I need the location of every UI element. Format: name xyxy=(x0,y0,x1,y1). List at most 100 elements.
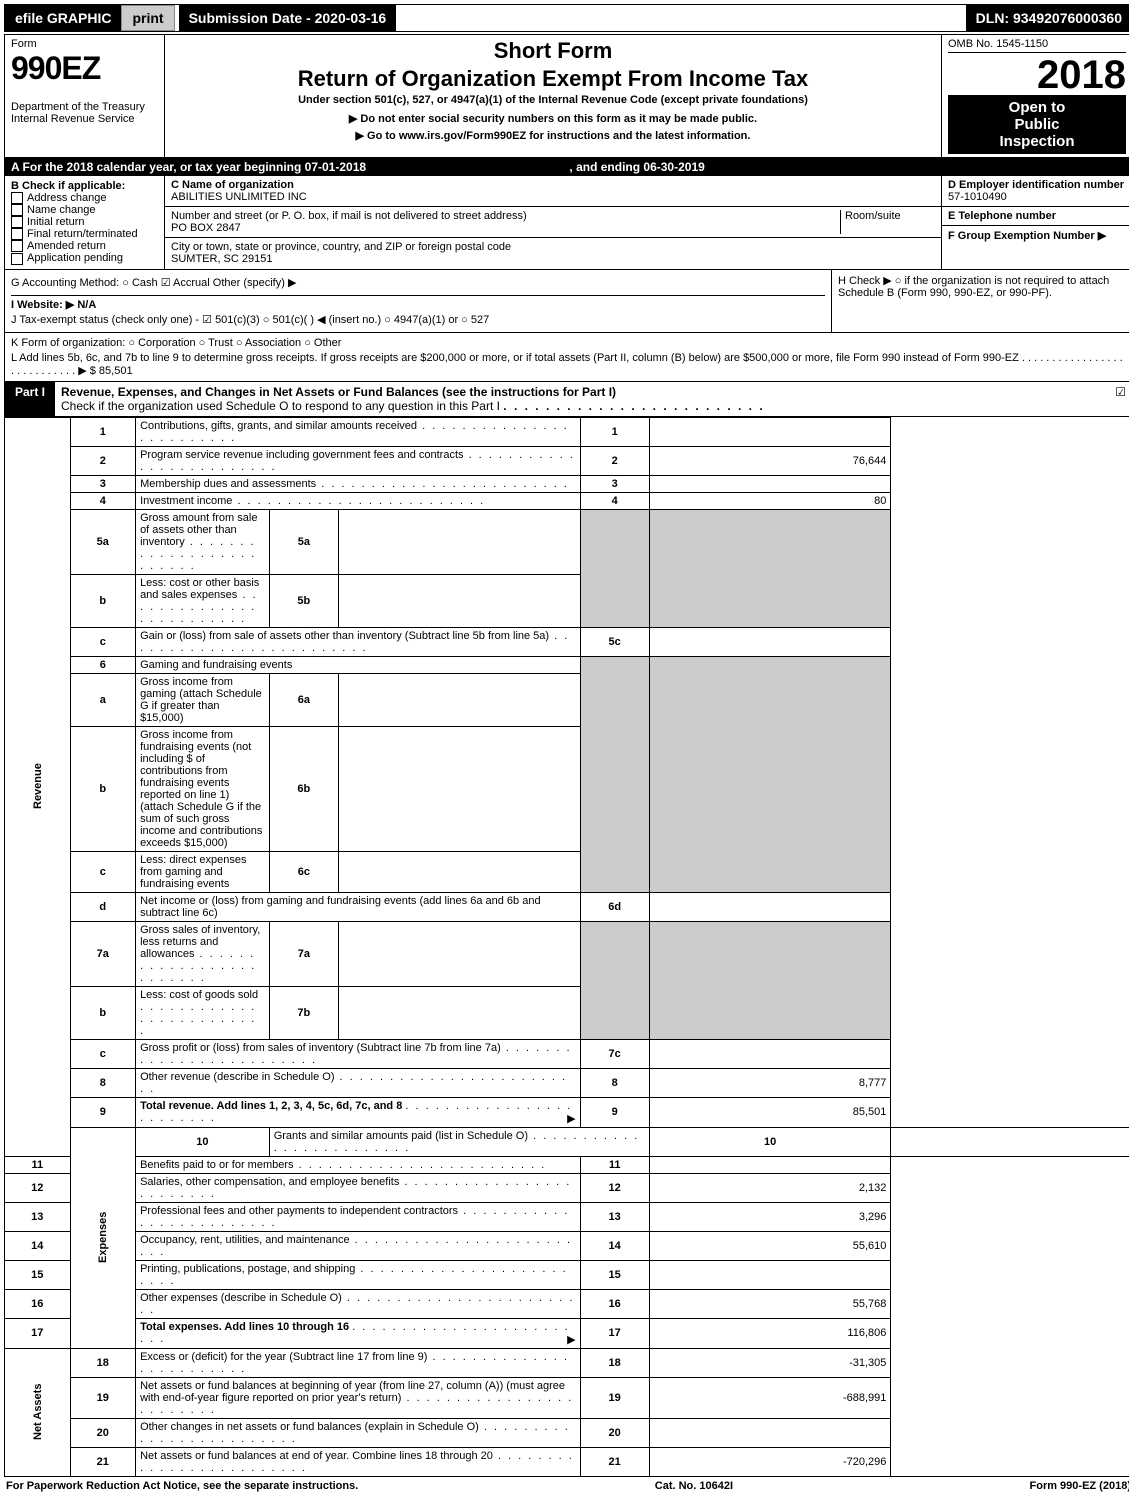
line-j: J Tax-exempt status (check only one) - ☑… xyxy=(11,313,825,326)
row-12-val: 2,132 xyxy=(649,1173,891,1202)
addr-label: Number and street (or P. O. box, if mail… xyxy=(171,210,840,222)
row-7c-box: 7c xyxy=(580,1039,649,1068)
line-l: L Add lines 5b, 6c, and 7b to line 9 to … xyxy=(11,352,1126,377)
row-13-num: 13 xyxy=(5,1202,71,1231)
row-6a-midval xyxy=(338,673,580,726)
tax-period-bar: A For the 2018 calendar year, or tax yea… xyxy=(5,158,1129,176)
chk-name-change[interactable]: Name change xyxy=(11,204,158,216)
row-20-num: 20 xyxy=(70,1418,136,1447)
submission-date-button[interactable]: Submission Date - 2020-03-16 xyxy=(179,5,397,31)
row-11-box: 11 xyxy=(580,1156,649,1173)
footer-right: Form 990-EZ (2018) xyxy=(1030,1480,1129,1492)
chk-application-pending[interactable]: Application pending xyxy=(11,252,158,264)
efile-button[interactable]: efile GRAPHIC xyxy=(5,5,121,31)
part-i-header: Part I Revenue, Expenses, and Changes in… xyxy=(4,382,1129,417)
row-6b-midval xyxy=(338,726,580,851)
ein: 57-1010490 xyxy=(948,191,1126,203)
row-2-label: Program service revenue including govern… xyxy=(140,449,575,473)
row-7a-num: 7a xyxy=(70,921,136,986)
open-line-2: Public xyxy=(950,116,1124,133)
chk-address-change[interactable]: Address change xyxy=(11,192,158,204)
row-9-val: 85,501 xyxy=(649,1097,891,1127)
chk-initial-return[interactable]: Initial return xyxy=(11,216,158,228)
row-6-num: 6 xyxy=(70,656,136,673)
chk-final-return[interactable]: Final return/terminated xyxy=(11,228,158,240)
row-5c-val xyxy=(649,627,891,656)
omb-number: OMB No. 1545-1150 xyxy=(948,38,1126,53)
instructions-link[interactable]: ▶ Go to www.irs.gov/Form990EZ for instru… xyxy=(171,129,935,142)
row-1-box: 1 xyxy=(580,417,649,446)
row-7b-midval xyxy=(338,986,580,1039)
form-code: 990EZ xyxy=(11,50,158,87)
row-18-box: 18 xyxy=(580,1348,649,1377)
part-i-check-text: Check if the organization used Schedule … xyxy=(61,399,500,413)
row-6c-label: Less: direct expenses from gaming and fu… xyxy=(140,854,246,890)
row-19-label: Net assets or fund balances at beginning… xyxy=(140,1380,573,1416)
row-17-val: 116,806 xyxy=(649,1318,891,1348)
row-8-box: 8 xyxy=(580,1068,649,1097)
return-title: Return of Organization Exempt From Incom… xyxy=(171,66,935,92)
org-name-label: C Name of organization xyxy=(171,179,935,191)
period-begin: A For the 2018 calendar year, or tax yea… xyxy=(11,160,366,174)
line-k: K Form of organization: ○ Corporation ○ … xyxy=(11,337,1126,349)
row-18-val: -31,305 xyxy=(649,1348,891,1377)
row-16-label: Other expenses (describe in Schedule O) xyxy=(140,1292,574,1316)
row-5a-num: 5a xyxy=(70,509,136,574)
row-5b-num: b xyxy=(70,574,136,627)
row-20-box: 20 xyxy=(580,1418,649,1447)
row-9-box: 9 xyxy=(580,1097,649,1127)
row-10-val xyxy=(891,1127,1129,1156)
row-9-label: Total revenue. Add lines 1, 2, 3, 4, 5c,… xyxy=(140,1100,402,1112)
section-def: D Employer identification number 57-1010… xyxy=(942,176,1129,269)
row-7b-label: Less: cost of goods sold xyxy=(140,989,258,1037)
row-6c-num: c xyxy=(70,851,136,892)
form-title-cell: Short Form Return of Organization Exempt… xyxy=(165,35,942,157)
city-label: City or town, state or province, country… xyxy=(171,241,935,253)
row-5a-mid: 5a xyxy=(269,509,338,574)
row-2-val: 76,644 xyxy=(649,446,891,475)
row-7a-mid: 7a xyxy=(269,921,338,986)
row-15-val xyxy=(649,1260,891,1289)
row-6c-mid: 6c xyxy=(269,851,338,892)
row-18-num: 18 xyxy=(70,1348,136,1377)
row-21-num: 21 xyxy=(70,1447,136,1476)
row-3-num: 3 xyxy=(70,475,136,492)
row-14-val: 55,610 xyxy=(649,1231,891,1260)
row-6d-val xyxy=(649,892,891,921)
period-end: , and ending 06-30-2019 xyxy=(569,160,704,174)
row-16-val: 55,768 xyxy=(649,1289,891,1318)
chk-amended-return[interactable]: Amended return xyxy=(11,240,158,252)
row-5a-midval xyxy=(338,509,580,574)
row-8-label: Other revenue (describe in Schedule O) xyxy=(140,1071,567,1095)
row-2-num: 2 xyxy=(70,446,136,475)
side-revenue: Revenue xyxy=(5,417,71,1156)
part-i-tag: Part I xyxy=(5,382,55,416)
row-11-val xyxy=(649,1156,891,1173)
subtitle: Under section 501(c), 527, or 4947(a)(1)… xyxy=(171,94,935,106)
dln-label: DLN: 93492076000360 xyxy=(966,5,1129,31)
org-name: ABILITIES UNLIMITED INC xyxy=(171,191,935,203)
side-expenses: Expenses xyxy=(70,1127,136,1348)
print-button[interactable]: print xyxy=(121,5,174,31)
group-exemption-label: F Group Exemption Number ▶ xyxy=(948,229,1126,242)
row-7c-val xyxy=(649,1039,891,1068)
row-7c-num: c xyxy=(70,1039,136,1068)
part-i-checkbox[interactable]: ☑ xyxy=(1109,382,1129,416)
row-14-label: Occupancy, rent, utilities, and maintena… xyxy=(140,1234,572,1258)
row-17-num: 17 xyxy=(5,1318,71,1348)
telephone-label: E Telephone number xyxy=(948,210,1126,222)
row-13-val: 3,296 xyxy=(649,1202,891,1231)
row-1-num: 1 xyxy=(70,417,136,446)
footer-left: For Paperwork Reduction Act Notice, see … xyxy=(6,1480,358,1492)
row-17-label: Total expenses. Add lines 10 through 16 xyxy=(140,1321,349,1333)
row-15-label: Printing, publications, postage, and shi… xyxy=(140,1263,568,1287)
row-21-label: Net assets or fund balances at end of ye… xyxy=(140,1450,574,1474)
row-6a-mid: 6a xyxy=(269,673,338,726)
row-11-num: 11 xyxy=(5,1156,71,1173)
row-21-box: 21 xyxy=(580,1447,649,1476)
row-13-box: 13 xyxy=(580,1202,649,1231)
row-6b-num: b xyxy=(70,726,136,851)
form-id-cell: Form 990EZ Department of the Treasury In… xyxy=(5,35,165,157)
row-5a-label: Gross amount from sale of assets other t… xyxy=(140,512,257,572)
open-line-3: Inspection xyxy=(950,133,1124,150)
